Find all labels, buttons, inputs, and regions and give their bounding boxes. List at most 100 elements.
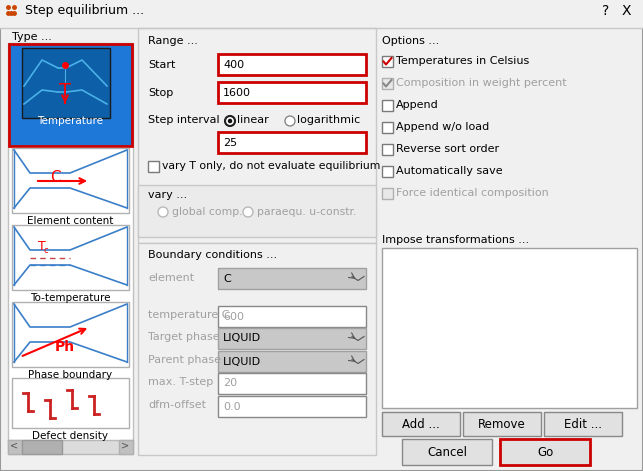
Bar: [119, 440, 133, 454]
Text: T: T: [59, 82, 71, 101]
Bar: [382, 188, 393, 199]
Text: 20: 20: [223, 379, 237, 389]
Bar: [12, 378, 129, 428]
Bar: [8, 440, 133, 454]
Bar: [22, 48, 110, 118]
Bar: [500, 439, 590, 465]
Text: Add ...: Add ...: [402, 417, 440, 430]
Text: Automatically save: Automatically save: [396, 166, 503, 176]
Bar: [218, 82, 366, 103]
Text: 600: 600: [223, 311, 244, 322]
Text: linear: linear: [237, 115, 269, 125]
Bar: [382, 248, 637, 408]
Bar: [218, 328, 366, 349]
Text: Start: Start: [148, 60, 176, 70]
Bar: [218, 373, 366, 394]
Text: >: >: [121, 441, 129, 451]
Bar: [382, 144, 393, 155]
Text: Range ...: Range ...: [148, 36, 198, 46]
Bar: [218, 268, 366, 289]
Text: Go: Go: [537, 446, 553, 458]
Text: Temperatures in Celsius: Temperatures in Celsius: [396, 56, 529, 66]
Text: 25: 25: [223, 138, 237, 147]
Text: Boundary conditions ...: Boundary conditions ...: [148, 250, 277, 260]
Text: Impose transformations ...: Impose transformations ...: [382, 235, 529, 245]
Bar: [218, 351, 366, 372]
Text: X: X: [622, 4, 631, 18]
Bar: [218, 396, 366, 417]
Bar: [12, 148, 129, 213]
Text: paraequ. u-constr.: paraequ. u-constr.: [257, 207, 356, 217]
Text: LIQUID: LIQUID: [223, 333, 261, 343]
Text: C: C: [50, 170, 60, 185]
Bar: [22, 440, 62, 454]
Text: Step equilibrium ...: Step equilibrium ...: [25, 4, 144, 17]
Bar: [544, 412, 622, 436]
Text: Step interval: Step interval: [148, 115, 220, 125]
Text: vary T only, do not evaluate equilibrium: vary T only, do not evaluate equilibrium: [162, 161, 381, 171]
Text: Reverse sort order: Reverse sort order: [396, 144, 499, 154]
Bar: [8, 43, 133, 443]
Bar: [218, 132, 366, 153]
Text: Stop: Stop: [148, 88, 173, 98]
Text: LIQUID: LIQUID: [223, 357, 261, 366]
Text: element: element: [148, 273, 194, 283]
Text: Defect density: Defect density: [32, 431, 108, 441]
Text: Edit ...: Edit ...: [564, 417, 602, 430]
Text: Phase boundary: Phase boundary: [28, 370, 112, 380]
Text: 1600: 1600: [223, 88, 251, 97]
Text: Composition in weight percent: Composition in weight percent: [396, 78, 566, 88]
Bar: [12, 225, 129, 290]
Bar: [218, 306, 366, 327]
Text: Element content: Element content: [27, 216, 113, 226]
Bar: [382, 412, 460, 436]
Text: vary ...: vary ...: [148, 190, 187, 200]
Text: c: c: [44, 246, 49, 255]
Text: Append w/o load: Append w/o load: [396, 122, 489, 132]
Bar: [138, 243, 376, 455]
Bar: [382, 28, 637, 248]
Bar: [402, 439, 492, 465]
Text: Parent phase: Parent phase: [148, 355, 221, 365]
Circle shape: [225, 116, 235, 126]
Circle shape: [158, 207, 168, 217]
Bar: [0, 0, 643, 28]
Bar: [382, 166, 393, 177]
Circle shape: [228, 119, 232, 123]
Text: ?: ?: [602, 4, 610, 18]
Text: temperature C: temperature C: [148, 310, 230, 320]
Text: Cancel: Cancel: [427, 446, 467, 458]
Text: C: C: [223, 274, 231, 284]
Text: 0.0: 0.0: [223, 401, 240, 412]
Bar: [138, 185, 376, 237]
Circle shape: [243, 207, 253, 217]
Bar: [148, 161, 159, 172]
Text: To-temperature: To-temperature: [30, 293, 110, 303]
Text: Remove: Remove: [478, 417, 526, 430]
Text: <: <: [10, 441, 18, 451]
Text: Force identical composition: Force identical composition: [396, 188, 548, 198]
Text: Temperature: Temperature: [37, 116, 103, 126]
Text: dfm-offset: dfm-offset: [148, 400, 206, 410]
Text: Type ...: Type ...: [12, 32, 52, 42]
Text: Target phase: Target phase: [148, 332, 220, 342]
Bar: [12, 302, 129, 367]
Bar: [382, 100, 393, 111]
Bar: [218, 54, 366, 75]
Text: global comp.: global comp.: [172, 207, 242, 217]
Text: T: T: [38, 240, 46, 253]
Bar: [382, 78, 393, 89]
Bar: [138, 28, 376, 243]
Bar: [9, 44, 132, 146]
Bar: [382, 122, 393, 133]
Circle shape: [285, 116, 295, 126]
Bar: [8, 440, 22, 454]
Text: max. T-step: max. T-step: [148, 377, 213, 387]
Bar: [463, 412, 541, 436]
Text: logarithmic: logarithmic: [297, 115, 360, 125]
Text: Options ...: Options ...: [382, 36, 439, 46]
Bar: [382, 56, 393, 67]
Text: 400: 400: [223, 59, 244, 70]
Text: Ph: Ph: [55, 340, 75, 354]
Text: Append: Append: [396, 100, 439, 110]
